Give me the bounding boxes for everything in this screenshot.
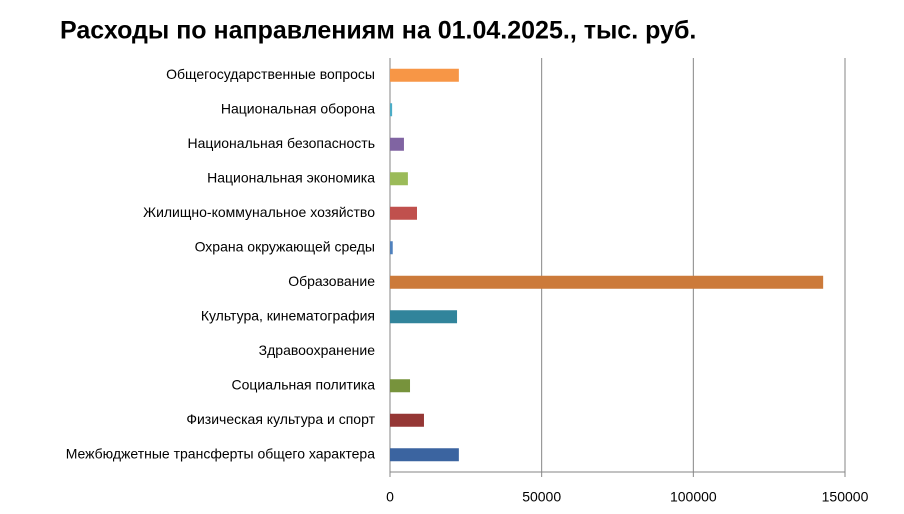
bar — [390, 275, 824, 289]
x-tick-label: 50000 — [522, 489, 561, 505]
y-tick-label: Культура, кинематография — [201, 307, 375, 323]
y-tick-label: Охрана окружающей среды — [195, 238, 375, 254]
bar — [390, 68, 459, 82]
chart-title: Расходы по направлениям на 01.04.2025., … — [60, 17, 696, 45]
bar — [390, 379, 411, 393]
bar — [390, 206, 417, 220]
x-tick-label: 0 — [386, 489, 394, 505]
y-tick-label: Межбюджетные трансферты общего характера — [66, 445, 376, 461]
y-tick-label: Здравоохранение — [259, 342, 376, 358]
bar — [390, 172, 408, 186]
y-tick-label: Общегосударственные вопросы — [166, 66, 375, 82]
y-tick-label: Национальная безопасность — [188, 135, 375, 151]
y-tick-label: Физическая культура и спорт — [186, 411, 375, 427]
bar — [390, 137, 404, 151]
bar — [390, 241, 393, 255]
bar — [390, 310, 458, 324]
x-tick-label: 100000 — [670, 489, 717, 505]
bar — [390, 448, 459, 462]
bar — [390, 413, 424, 427]
y-tick-label: Социальная политика — [232, 376, 376, 392]
y-tick-label: Образование — [288, 273, 375, 289]
x-tick-label: 150000 — [822, 489, 869, 505]
bar — [390, 103, 393, 117]
y-tick-label: Национальная экономика — [207, 169, 375, 185]
y-tick-label: Национальная оборона — [221, 100, 375, 116]
y-tick-label: Жилищно-коммунальное хозяйство — [143, 204, 375, 220]
